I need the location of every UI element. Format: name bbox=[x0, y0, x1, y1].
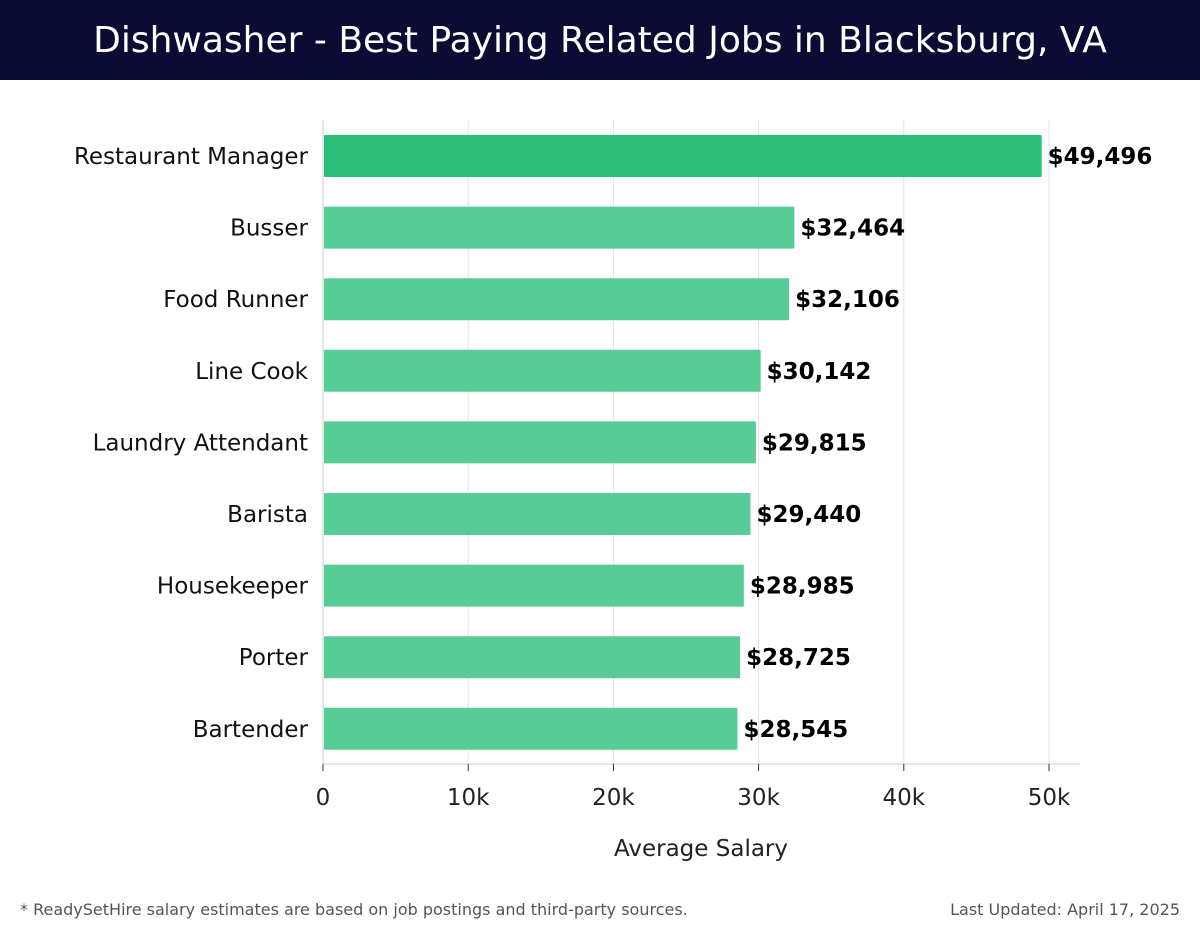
last-updated-label: Last Updated: April 17, 2025 bbox=[950, 900, 1180, 919]
value-label: $49,496 bbox=[1048, 144, 1153, 170]
footer-note: * ReadySetHire salary estimates are base… bbox=[20, 900, 688, 919]
value-label: $28,725 bbox=[746, 645, 851, 671]
bar-line-cook bbox=[324, 349, 761, 392]
x-tick-label: 30k bbox=[737, 785, 780, 811]
value-label: $32,464 bbox=[800, 216, 905, 242]
category-label: Barista bbox=[227, 502, 308, 528]
value-label: $32,106 bbox=[795, 287, 900, 313]
x-tick-label: 40k bbox=[883, 785, 926, 811]
x-tick-label: 50k bbox=[1028, 785, 1071, 811]
bar-barista bbox=[324, 493, 751, 535]
value-label: $30,142 bbox=[767, 359, 872, 385]
category-label: Housekeeper bbox=[157, 574, 309, 600]
category-label: Line Cook bbox=[195, 359, 308, 385]
value-label: $29,440 bbox=[756, 502, 861, 528]
bar-food-runner bbox=[324, 278, 790, 321]
bar-bartender bbox=[324, 707, 738, 750]
value-label: $29,815 bbox=[762, 430, 867, 456]
category-label: Laundry Attendant bbox=[93, 430, 308, 456]
x-tick-label: 0 bbox=[316, 785, 331, 811]
value-label: $28,985 bbox=[750, 574, 855, 600]
bar-busser bbox=[324, 206, 795, 249]
title-bar: Dishwasher - Best Paying Related Jobs in… bbox=[0, 0, 1200, 80]
bar-restaurant-manager bbox=[324, 135, 1042, 177]
category-label: Restaurant Manager bbox=[74, 144, 309, 170]
x-axis-title: Average Salary bbox=[614, 836, 788, 862]
x-tick-label: 20k bbox=[592, 785, 635, 811]
category-label: Bartender bbox=[193, 717, 309, 743]
category-label: Porter bbox=[239, 645, 309, 671]
bar-housekeeper bbox=[324, 564, 744, 607]
value-label: $28,545 bbox=[743, 717, 848, 743]
bar-laundry-attendant bbox=[324, 421, 756, 464]
category-label: Food Runner bbox=[163, 287, 308, 313]
chart-title: Dishwasher - Best Paying Related Jobs in… bbox=[93, 19, 1107, 61]
x-tick-label: 10k bbox=[447, 785, 490, 811]
bar-porter bbox=[324, 636, 741, 679]
category-label: Busser bbox=[230, 216, 308, 242]
